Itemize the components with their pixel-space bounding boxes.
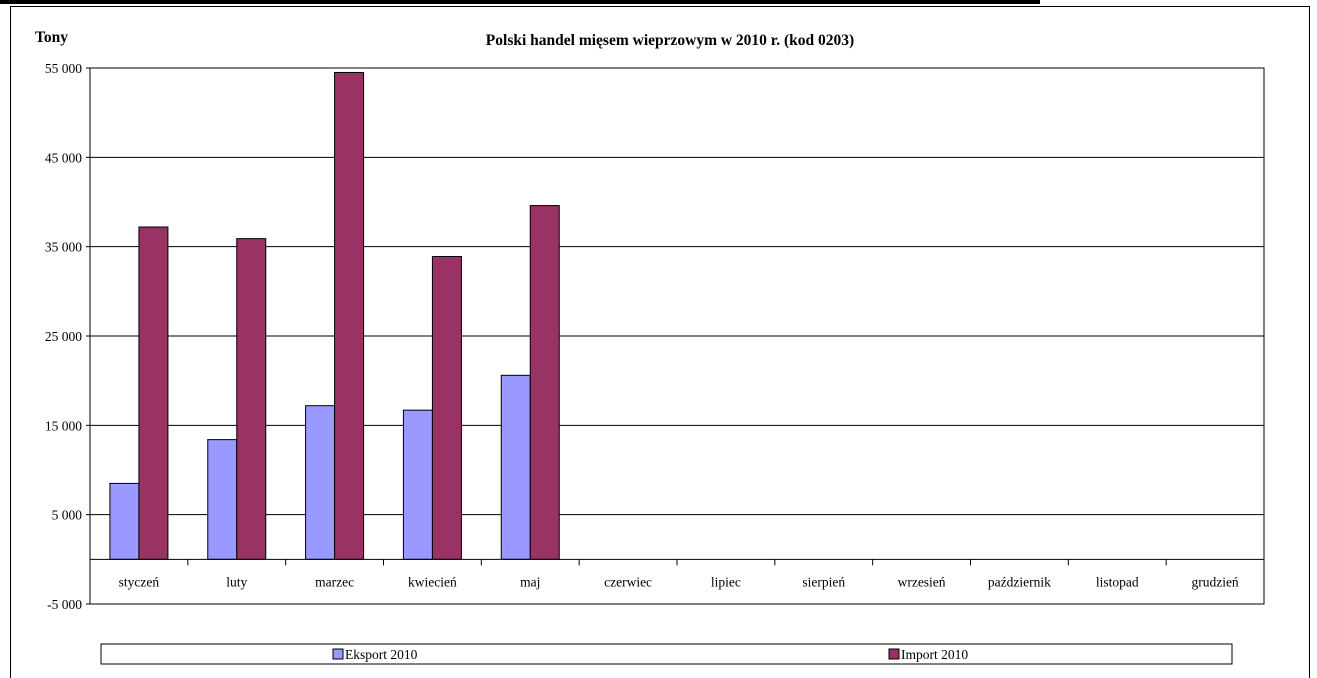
bar-eksport [500, 374, 531, 560]
y-axis-label: Tony [35, 29, 68, 46]
gridlines [90, 156, 1264, 516]
x-tick-label: wrzesień [898, 574, 946, 589]
y-tick-label: 55 000 [45, 61, 82, 76]
bars [109, 71, 560, 560]
legend-box [100, 643, 1233, 665]
chart-frame [10, 6, 1310, 678]
chart-title: Polski handel mięsem wieprzowym w 2010 r… [486, 32, 854, 49]
top-rule [0, 0, 1040, 4]
x-tick-label: lipiec [711, 574, 741, 589]
bar-import [529, 205, 560, 560]
y-tick-label: 25 000 [45, 329, 82, 344]
bar-eksport [207, 439, 238, 560]
bar-eksport [402, 409, 433, 560]
bar-import [431, 255, 462, 560]
x-tick-label: listopad [1096, 574, 1139, 589]
bar-eksport [305, 405, 336, 560]
legend-swatch [332, 648, 344, 660]
y-tick-label: 15 000 [45, 418, 82, 433]
axes: -5 000 5 000 15 000 25 000 35 000 45 000 55 00… [45, 61, 1265, 612]
y-tick-label: 45 000 [45, 150, 82, 165]
x-tick-label: styczeń [119, 574, 160, 589]
legend-label: Eksport 2010 [345, 647, 418, 662]
bar-import [236, 238, 267, 560]
legend-label: Import 2010 [901, 647, 968, 662]
y-tick-label: 5 000 [52, 508, 83, 523]
legend: Eksport 2010 Import 2010 [100, 643, 1233, 665]
legend-swatch [888, 648, 900, 660]
x-tick-label: czerwiec [604, 574, 652, 589]
x-tick-label: kwiecień [408, 574, 457, 589]
y-tick-label: -5 000 [47, 597, 82, 612]
x-tick-label: grudzień [1191, 574, 1238, 589]
bar-import [138, 226, 169, 560]
x-tick-label: maj [520, 574, 540, 589]
x-tick-label: luty [226, 574, 247, 589]
y-tick-label: 35 000 [45, 240, 82, 255]
x-tick-label: sierpień [802, 574, 845, 589]
bar-eksport [109, 482, 140, 560]
x-tick-label: marzec [315, 574, 354, 589]
x-tick-label: październik [988, 574, 1051, 589]
bar-import [334, 71, 365, 560]
